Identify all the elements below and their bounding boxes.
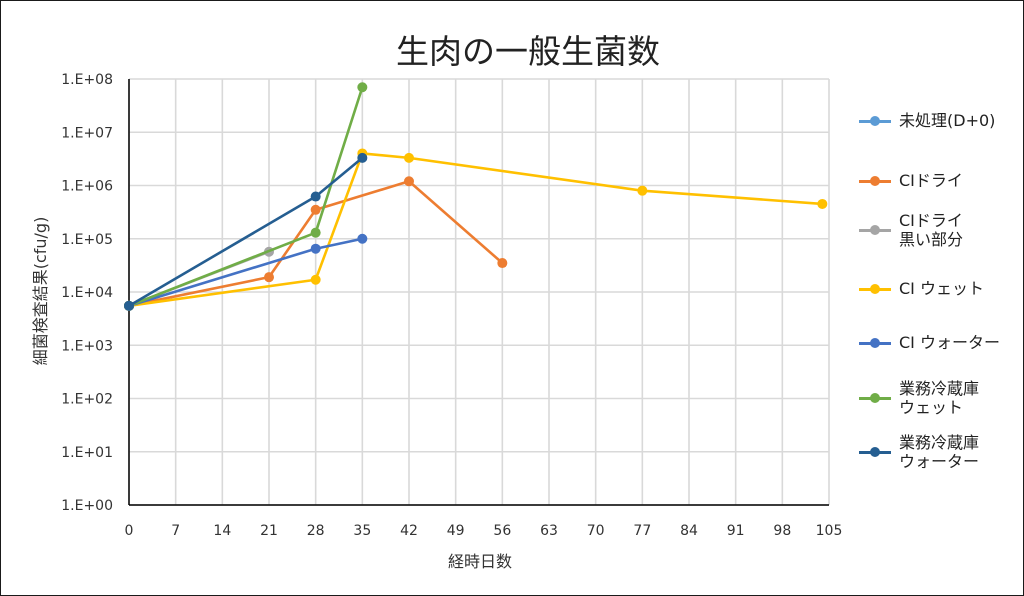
legend-item: CIドライ 黒い部分 <box>859 211 963 249</box>
x-tick-label: 35 <box>353 523 371 539</box>
data-point <box>357 233 368 244</box>
x-tick-label: 49 <box>447 523 465 539</box>
x-tick-label: 28 <box>307 523 325 539</box>
legend-swatch <box>859 224 891 236</box>
data-point <box>310 191 321 202</box>
series-line <box>128 156 364 307</box>
data-point <box>357 82 368 93</box>
data-point <box>497 258 508 269</box>
y-tick-label: 1.E+02 <box>61 392 113 408</box>
y-tick-label: 1.E+08 <box>61 72 113 88</box>
y-tick-labels: 1.E+00 1.E+01 1.E+02 1.E+03 1.E+04 1.E+05 1.E+… <box>61 72 113 514</box>
x-tick-label: 105 <box>816 523 843 539</box>
data-point <box>310 243 321 254</box>
x-tick-label: 77 <box>633 523 651 539</box>
legend-label: CIドライ 黒い部分 <box>899 211 964 249</box>
series-line <box>128 152 823 308</box>
data-point <box>310 227 321 238</box>
data-point <box>404 176 414 187</box>
y-axis-label: 細菌検査結果(cfu/g) <box>31 217 50 366</box>
legend-swatch <box>859 392 891 404</box>
y-tick-label: 1.E+04 <box>61 285 113 301</box>
axes <box>128 79 829 506</box>
data-point <box>637 185 648 196</box>
x-tick-label: 21 <box>260 523 278 539</box>
legend-item: 業務冷蔵庫 ウェット <box>859 379 979 417</box>
series-line <box>128 86 364 308</box>
x-tick-label: 84 <box>680 523 698 539</box>
legend-label: 未処理(D+0) <box>899 111 996 130</box>
y-tick-label: 1.E+03 <box>61 338 113 354</box>
legend-item: 未処理(D+0) <box>859 111 995 130</box>
x-tick-label: 63 <box>540 523 558 539</box>
legend-label: CI ウォーター <box>899 333 1000 352</box>
x-tick-label: 98 <box>773 523 791 539</box>
data-point <box>817 198 828 209</box>
legend-swatch <box>859 446 891 458</box>
data-point <box>124 300 134 311</box>
legend-swatch <box>859 337 891 349</box>
legend-label: 業務冷蔵庫 ウォーター <box>899 433 980 471</box>
x-axis-label: 経時日数 <box>448 552 512 571</box>
data-point <box>264 272 274 283</box>
x-tick-label: 0 <box>125 523 134 539</box>
legend-item: 業務冷蔵庫 ウォーター <box>859 433 979 471</box>
x-tick-label: 14 <box>213 523 231 539</box>
data-point <box>310 274 321 285</box>
legend-item: CIドライ <box>859 171 963 190</box>
legend-item: CI ウォーター <box>859 333 1000 352</box>
legend-item: CI ウェット <box>859 279 984 298</box>
x-tick-label: 56 <box>493 523 511 539</box>
x-tick-label: 70 <box>587 523 605 539</box>
legend-swatch <box>859 115 891 127</box>
series-layer <box>124 82 828 311</box>
y-tick-label: 1.E+06 <box>61 179 113 195</box>
x-tick-labels: 0 7 14 21 28 35 42 49 56 63 70 77 84 91 98 105 <box>125 523 843 539</box>
legend-swatch <box>859 175 891 187</box>
data-point <box>404 152 414 163</box>
legend-swatch <box>859 283 891 295</box>
data-point <box>357 152 368 163</box>
legend-label: CIドライ <box>899 171 963 190</box>
y-tick-label: 1.E+05 <box>61 232 113 248</box>
chart-title: 生肉の一般生菌数 <box>396 32 660 71</box>
data-point <box>310 204 321 215</box>
x-tick-label: 42 <box>400 523 418 539</box>
x-tick-label: 7 <box>171 523 180 539</box>
y-tick-label: 1.E+01 <box>61 445 113 461</box>
legend-label: 業務冷蔵庫 ウェット <box>899 379 980 417</box>
x-tick-label: 91 <box>727 523 745 539</box>
legend-label: CI ウェット <box>899 279 984 298</box>
series-6 <box>124 82 368 311</box>
series-7 <box>124 152 368 311</box>
y-tick-label: 1.E+07 <box>61 125 113 141</box>
y-tick-label: 1.E+00 <box>61 498 113 514</box>
